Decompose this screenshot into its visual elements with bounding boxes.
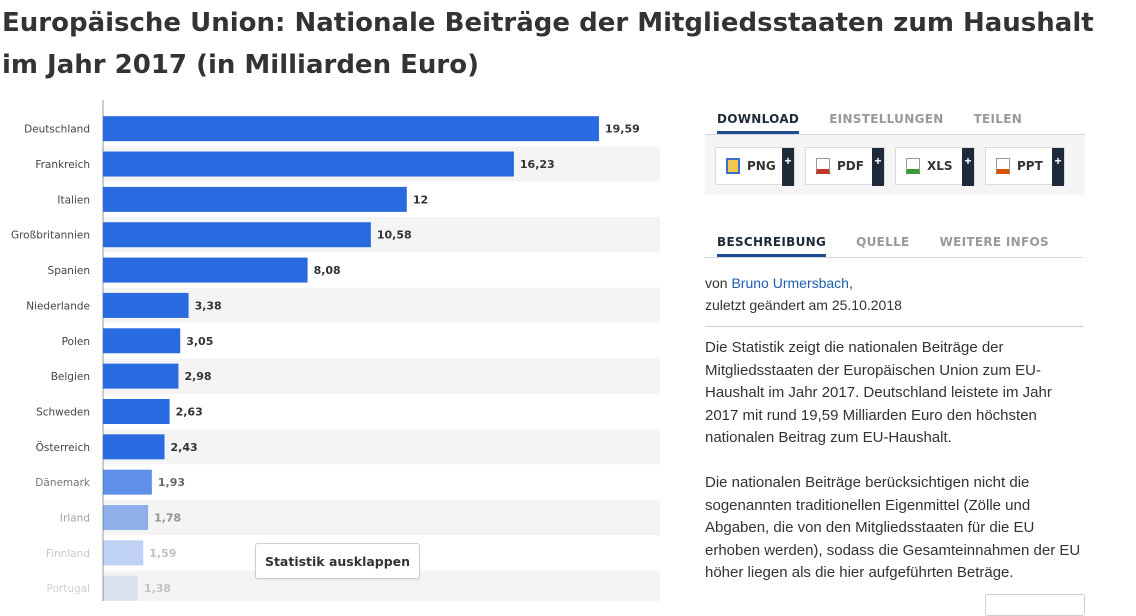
category-tick-label: Portugal: [47, 583, 91, 595]
bar: [103, 398, 170, 424]
bar: [103, 540, 144, 566]
category-tick-label: Polen: [62, 336, 90, 348]
tab-beschreibung[interactable]: BESCHREIBUNG: [717, 223, 827, 257]
pagination-control[interactable]: [985, 594, 1085, 616]
info-tabs: BESCHREIBUNG QUELLE WEITERE INFOS: [705, 223, 1083, 258]
bar: [103, 116, 599, 142]
bar: [103, 186, 407, 212]
download-pdf-label: PDF: [837, 159, 864, 173]
category-tick-label: Finnland: [46, 548, 90, 560]
pdf-file-icon: [816, 158, 830, 174]
download-buttons: PNG + PDF + XLS + PPT +: [705, 135, 1085, 195]
download-ppt-label: PPT: [1017, 159, 1043, 173]
data-label: 16,23: [520, 158, 555, 171]
row-stripe: [103, 287, 660, 324]
bar: [103, 151, 514, 177]
category-tick-label: Deutschland: [24, 124, 90, 136]
description-paragraph: Die nationalen Beiträge berücksichtigen …: [705, 473, 1081, 582]
expand-statistic-button[interactable]: Statistik ausklappen: [255, 543, 420, 579]
bar: [103, 292, 189, 318]
download-png-button[interactable]: PNG +: [715, 147, 795, 186]
bar: [103, 257, 308, 283]
download-tabs: DOWNLOAD EINSTELLUNGEN TEILEN: [705, 100, 1085, 135]
meta-info: von Bruno Urmersbach, zuletzt geändert a…: [705, 258, 1085, 316]
tab-quelle[interactable]: QUELLE: [856, 235, 910, 249]
bar: [103, 222, 371, 248]
plus-icon[interactable]: +: [872, 148, 884, 186]
category-tick-label: Dänemark: [35, 477, 91, 489]
bar: [103, 575, 138, 601]
category-tick-label: Großbritannien: [11, 230, 90, 242]
category-tick-label: Belgien: [51, 371, 90, 383]
side-panel: DOWNLOAD EINSTELLUNGEN TEILEN PNG + PDF …: [705, 100, 1085, 607]
author-suffix: ,: [848, 275, 853, 291]
download-png-label: PNG: [747, 159, 776, 173]
row-stripe: [103, 429, 660, 465]
bar-chart: Deutschland 19,59 Frankreich 16,23 Italien 12…: [11, 100, 660, 601]
category-tick-label: Schweden: [36, 406, 90, 418]
data-label: 19,59: [605, 123, 640, 136]
data-label: 2,63: [176, 405, 203, 418]
author-link[interactable]: Bruno Urmersbach: [731, 275, 849, 291]
download-ppt-button[interactable]: PPT +: [985, 147, 1065, 186]
data-label: 2,98: [184, 370, 211, 383]
tab-teilen[interactable]: TEILEN: [973, 112, 1023, 126]
download-xls-button[interactable]: XLS +: [895, 147, 975, 186]
download-xls-label: XLS: [927, 159, 953, 173]
data-label: 8,08: [314, 264, 341, 277]
data-label: 10,58: [377, 229, 412, 242]
category-tick-label: Frankreich: [35, 159, 90, 171]
category-tick-label: Italien: [57, 194, 90, 206]
author-prefix: von: [705, 275, 728, 291]
last-modified: zuletzt geändert am 25.10.2018: [705, 297, 902, 313]
tab-weitere-infos[interactable]: WEITERE INFOS: [939, 235, 1049, 249]
chart-title: Europäische Union: Nationale Beiträge de…: [2, 8, 1094, 80]
ppt-file-icon: [996, 158, 1010, 174]
plus-icon[interactable]: +: [1052, 148, 1064, 186]
bar: [103, 469, 152, 495]
xls-file-icon: [906, 158, 920, 174]
category-tick-label: Irland: [60, 513, 90, 525]
data-label: 1,38: [144, 582, 171, 595]
data-label: 1,78: [154, 512, 181, 525]
data-label: 3,05: [186, 335, 213, 348]
png-file-icon: [726, 158, 740, 174]
data-label: 12: [413, 193, 428, 206]
tab-einstellungen[interactable]: EINSTELLUNGEN: [829, 112, 944, 126]
row-stripe: [103, 358, 660, 394]
plus-icon[interactable]: +: [782, 148, 794, 186]
row-stripe: [103, 499, 660, 536]
data-label: 1,59: [149, 547, 176, 560]
divider: [705, 326, 1083, 327]
download-pdf-button[interactable]: PDF +: [805, 147, 885, 186]
description-paragraph: Die Statistik zeigt die nationalen Beitr…: [705, 339, 1052, 447]
tab-download[interactable]: DOWNLOAD: [717, 100, 800, 134]
category-tick-label: Österreich: [36, 441, 90, 454]
data-label: 3,38: [195, 299, 222, 312]
data-label: 1,93: [158, 476, 185, 489]
category-tick-label: Niederlande: [26, 300, 90, 312]
description: Die Statistik zeigt die nationalen Beitr…: [705, 337, 1083, 585]
bar: [103, 328, 181, 354]
plus-icon[interactable]: +: [962, 148, 974, 186]
bar: [103, 505, 149, 531]
author-line: von Bruno Urmersbach,: [705, 272, 1085, 294]
bar: [103, 434, 165, 460]
bar: [103, 363, 179, 389]
data-label: 2,43: [171, 441, 198, 454]
category-tick-label: Spanien: [48, 265, 90, 277]
